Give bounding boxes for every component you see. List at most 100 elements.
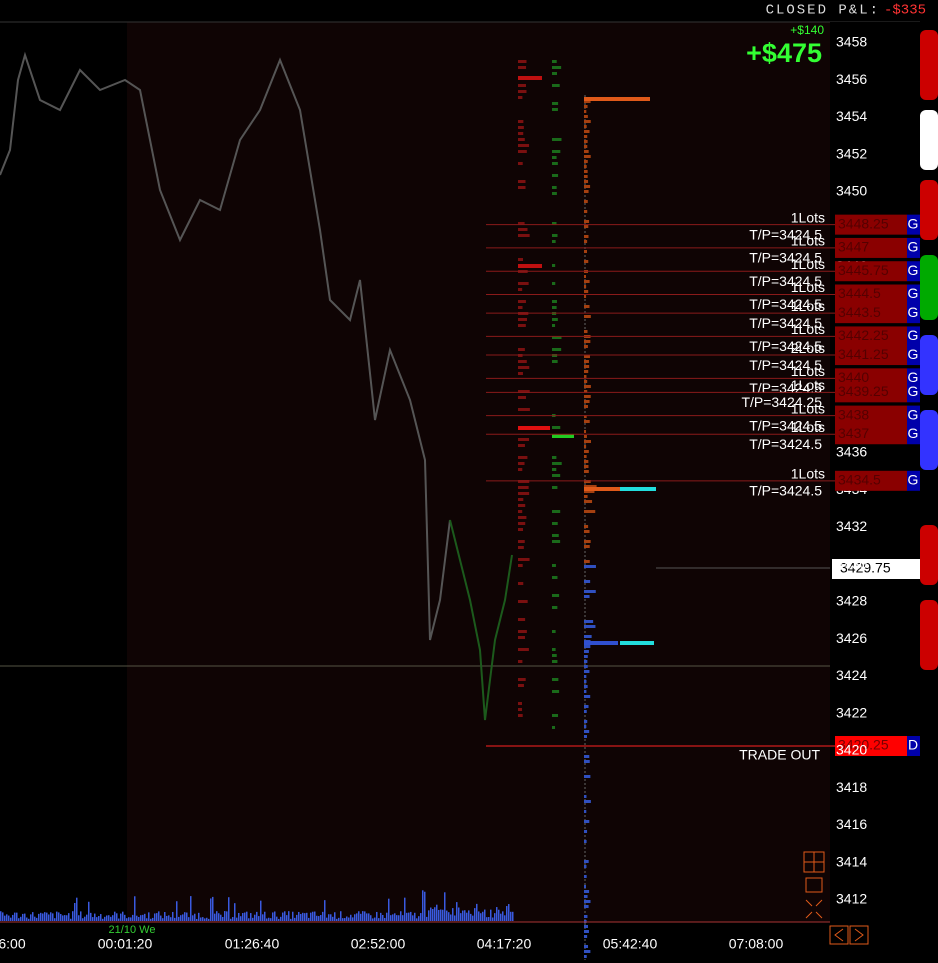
volume-bar [82, 918, 84, 921]
dom-bar [584, 675, 587, 678]
volume-bar [390, 915, 392, 921]
dom-bar [518, 282, 529, 285]
dom-bar [518, 498, 524, 501]
volume-bar [502, 911, 504, 921]
dom-bar [584, 125, 587, 128]
volume-bar [96, 917, 98, 921]
volume-bar [246, 911, 248, 921]
dom-bar [518, 678, 526, 681]
dom-bar [552, 654, 557, 657]
dom-bar [518, 90, 527, 93]
volume-bar [22, 913, 24, 921]
volume-bar [212, 896, 214, 921]
volume-bar [128, 917, 130, 921]
volume-bar [6, 914, 8, 921]
side-button[interactable] [920, 525, 938, 585]
side-button[interactable] [920, 410, 938, 470]
side-button[interactable] [920, 180, 938, 240]
dom-bar [584, 510, 596, 513]
order-tag-box[interactable] [907, 345, 920, 366]
order-box[interactable] [835, 470, 907, 491]
order-tag-box[interactable] [907, 382, 920, 403]
volume-bar [314, 911, 316, 921]
volume-bar [108, 915, 110, 921]
dom-bar [584, 860, 589, 863]
order-lots: 1Lots [791, 279, 825, 295]
order-box[interactable] [835, 382, 907, 403]
volume-bar [210, 898, 212, 921]
dom-bar [584, 865, 587, 868]
dom-bar [584, 795, 587, 798]
volume-bar [192, 915, 194, 921]
side-button[interactable] [920, 30, 938, 100]
dom-bar [584, 890, 590, 893]
order-box[interactable] [835, 261, 907, 282]
side-button[interactable] [920, 335, 938, 395]
order-tag-box[interactable] [907, 303, 920, 324]
volume-bar [480, 913, 482, 921]
order-tag-box[interactable] [907, 405, 920, 426]
volume-bar [354, 914, 356, 921]
volume-bar [252, 917, 254, 921]
dom-bar [584, 710, 587, 713]
scroll-right[interactable] [849, 925, 869, 945]
order-box[interactable] [835, 303, 907, 324]
volume-bar [454, 915, 456, 921]
order-box[interactable] [835, 345, 907, 366]
volume-bar [364, 911, 366, 921]
side-button[interactable] [920, 110, 938, 170]
order-box[interactable] [835, 237, 907, 258]
volume-bar [372, 918, 374, 921]
trade-out-tag-box[interactable] [907, 736, 920, 756]
volume-bar [124, 914, 126, 921]
order-tag-box[interactable] [907, 284, 920, 305]
order-box[interactable] [835, 424, 907, 445]
scroll-left[interactable] [829, 925, 849, 945]
trade-out-label: TRADE OUT [739, 747, 820, 763]
volume-bar [94, 913, 96, 921]
order-tag-box[interactable] [907, 237, 920, 258]
volume-bar [104, 916, 106, 921]
volume-bar [422, 890, 424, 921]
order-tag-box[interactable] [907, 470, 920, 491]
volume-bar [110, 916, 112, 921]
order-tag-box[interactable] [907, 261, 920, 282]
volume-bar [304, 913, 306, 921]
dom-bar [584, 875, 587, 878]
side-button[interactable] [920, 600, 938, 670]
order-box[interactable] [835, 214, 907, 235]
dom-bar [552, 282, 556, 285]
volume-bar [458, 907, 460, 921]
volume-bar [46, 912, 48, 921]
volume-bar [122, 911, 124, 921]
current-price: 3429.75 [840, 560, 891, 576]
trade-out-box[interactable] [835, 736, 907, 756]
dom-bar [518, 462, 525, 465]
expand-icon[interactable] [805, 899, 823, 919]
order-tag-box[interactable] [907, 424, 920, 445]
tag-icon[interactable] [805, 877, 823, 893]
dom-bar [584, 480, 591, 483]
order-box[interactable] [835, 405, 907, 426]
order-box[interactable] [835, 284, 907, 305]
dom-bar [584, 355, 590, 358]
dom-bar [552, 192, 557, 195]
volume-bar [492, 917, 494, 921]
dom-bar [552, 150, 561, 153]
order-tp: T/P=3424.5 [749, 483, 822, 499]
volume-bar [380, 912, 382, 921]
order-tag-box[interactable] [907, 326, 920, 347]
price-line [0, 51, 451, 641]
dom-bar [584, 470, 589, 473]
dom-bar [584, 145, 588, 148]
dom-bar [518, 60, 527, 63]
side-button[interactable] [920, 255, 938, 320]
dom-bar [584, 365, 590, 368]
order-box[interactable] [835, 326, 907, 347]
dom-bar [584, 295, 587, 298]
order-lots: 1Lots [791, 321, 825, 337]
order-tag-box[interactable] [907, 214, 920, 235]
dom-bar [518, 528, 524, 531]
order-tp: T/P=3424.25 [741, 394, 822, 410]
